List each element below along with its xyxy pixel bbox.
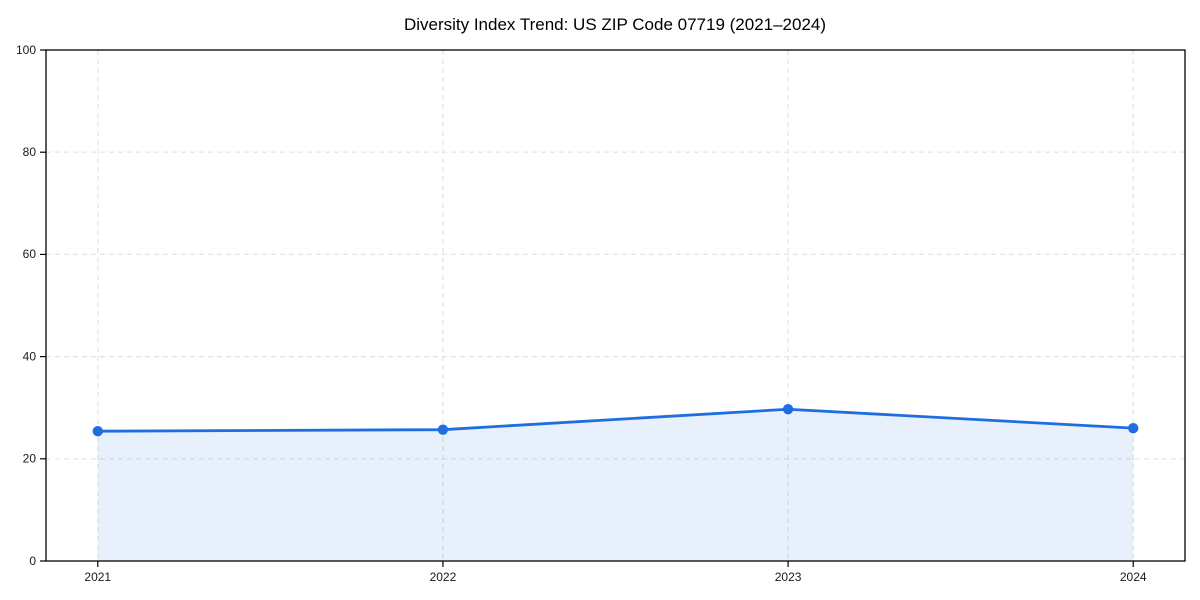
y-tick-label: 100 <box>16 43 36 57</box>
y-tick-label: 80 <box>23 145 37 159</box>
x-tick-label: 2021 <box>84 570 111 584</box>
y-tick-label: 40 <box>23 349 37 363</box>
grid-layer <box>46 50 1185 561</box>
x-tick-label: 2022 <box>430 570 457 584</box>
y-tick-label: 0 <box>29 554 36 568</box>
tick-layer: 0 20 40 60 80 100 2021 2022 2023 2024 <box>16 43 1147 584</box>
y-tick-label: 60 <box>23 247 37 261</box>
data-point-marker-2023 <box>782 404 794 415</box>
series-layer <box>92 404 1139 561</box>
data-point-marker-2024 <box>1128 422 1139 434</box>
x-tick-label: 2024 <box>1120 570 1147 584</box>
frame-layer <box>45 49 1186 562</box>
plot-border <box>45 49 1186 562</box>
data-point-marker-2022 <box>437 424 449 435</box>
area-fill <box>97 409 1134 561</box>
data-point-marker-2021 <box>92 426 103 437</box>
x-tick-label: 2023 <box>775 570 802 584</box>
chart-title: Diversity Index Trend: US ZIP Code 07719… <box>404 15 826 34</box>
trend-line <box>96 407 1135 433</box>
y-tick-label: 20 <box>23 452 37 466</box>
